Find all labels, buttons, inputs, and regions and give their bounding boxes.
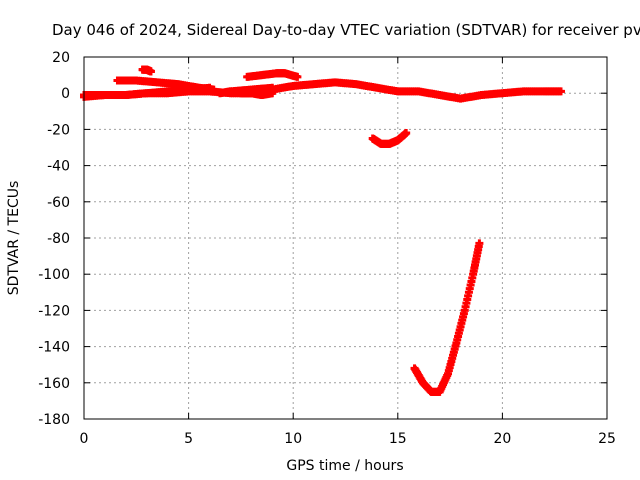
data-point <box>293 72 302 81</box>
x-tick-label: 15 <box>389 431 407 447</box>
series-sat-d <box>138 65 155 76</box>
data-marks <box>80 65 565 396</box>
x-tick-label: 5 <box>184 431 193 447</box>
series-sat-i <box>410 239 484 396</box>
y-tick-label: 20 <box>52 50 70 66</box>
ticks: 0 5 10 15 20 25 -180 -160 -140 -120 -100 -80 -60 -40 -… <box>38 50 616 447</box>
y-tick-label: -60 <box>47 195 70 211</box>
x-tick-label: 20 <box>493 431 511 447</box>
y-tick-label: -160 <box>38 376 70 392</box>
chart-title: Day 046 of 2024, Sidereal Day-to-day VTE… <box>52 21 640 39</box>
y-tick-label: -120 <box>38 303 70 319</box>
series-sat-g <box>226 87 277 100</box>
x-tick-label: 0 <box>80 431 89 447</box>
y-tick-label: -40 <box>47 159 70 175</box>
grid <box>84 57 607 419</box>
y-tick-label: -20 <box>47 122 70 138</box>
y-tick-label: 0 <box>61 86 70 102</box>
y-axis-label: SDTVAR / TECUs <box>6 181 22 296</box>
y-tick-label: -100 <box>38 267 70 283</box>
plot-frame <box>83 56 608 420</box>
y-tick-label: -140 <box>38 340 70 356</box>
data-point <box>268 89 277 98</box>
y-tick-label: -80 <box>47 231 70 247</box>
x-tick-label: 25 <box>598 431 616 447</box>
data-point <box>556 87 565 96</box>
y-tick-label: -180 <box>38 412 70 428</box>
data-point <box>402 129 411 138</box>
x-tick-label: 10 <box>284 431 302 447</box>
data-point <box>475 239 484 248</box>
data-point <box>209 85 218 94</box>
data-point <box>146 67 155 76</box>
series-sat-h <box>368 129 411 148</box>
series-sat-f <box>243 69 302 81</box>
series-sat-c <box>113 76 218 94</box>
x-axis-label: GPS time / hours <box>286 458 403 474</box>
